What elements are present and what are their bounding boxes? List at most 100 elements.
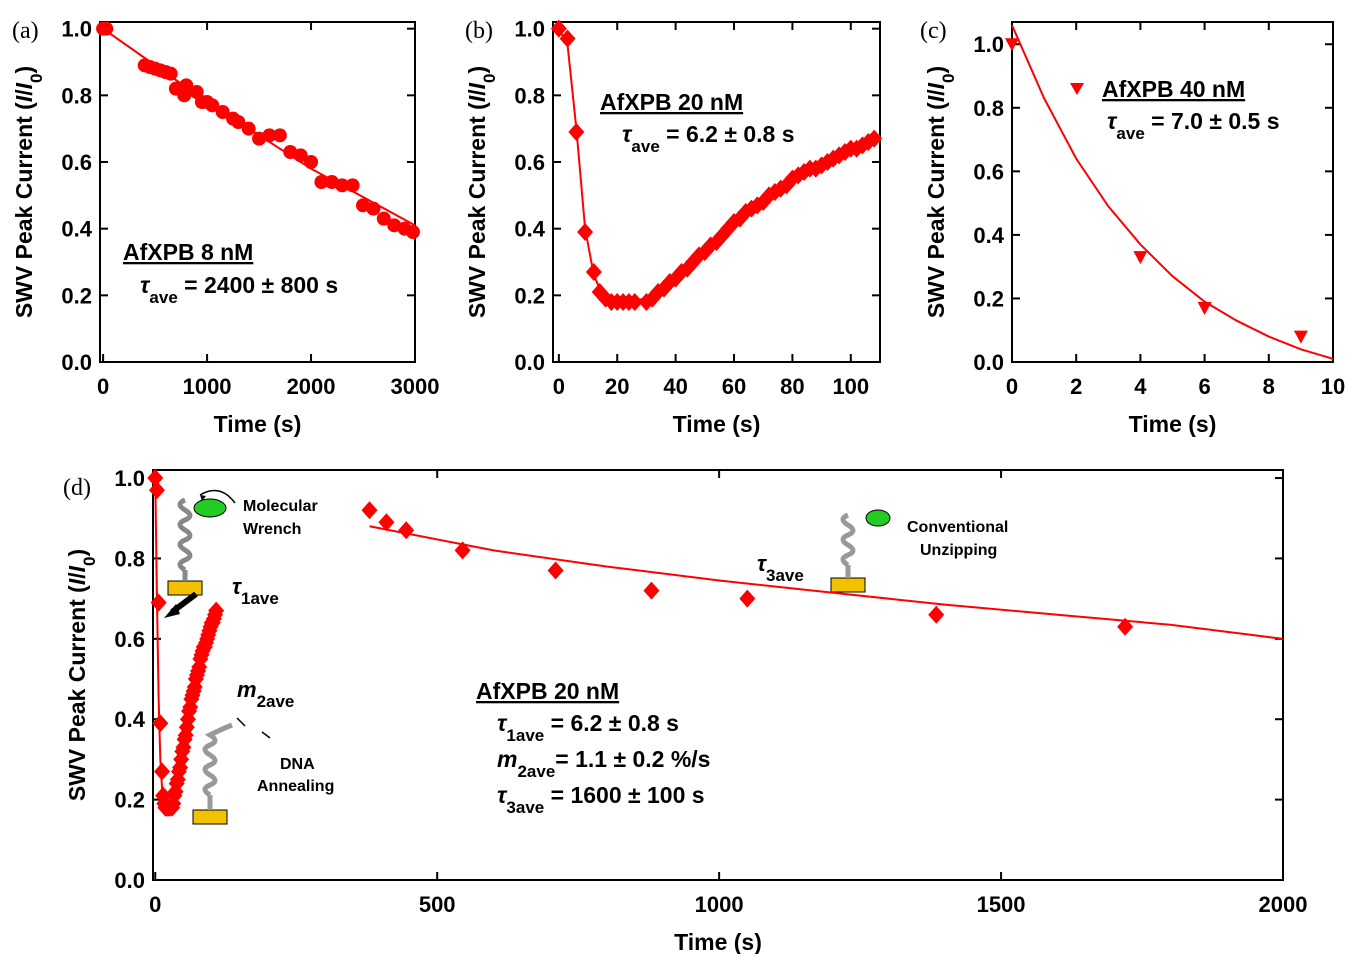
annotation: τave = 6.2 ± 0.8 s: [622, 121, 795, 156]
text-part: SWV Peak Current (: [923, 102, 949, 318]
point: [1117, 617, 1134, 636]
text-part: m: [497, 746, 517, 772]
text-part: = 6.2 ± 0.8 s: [660, 121, 795, 147]
x-tick-label: 8: [1263, 374, 1275, 399]
point: [378, 513, 395, 532]
plot-frame: [152, 469, 1284, 881]
annotation: AfXPB 40 nM: [1102, 76, 1245, 102]
text-part: τ: [140, 272, 151, 298]
text-part: Molecular: [243, 498, 318, 515]
panel-label: (a): [12, 18, 39, 44]
point: [1133, 251, 1148, 265]
y-tick-label: 0.2: [61, 283, 92, 308]
text-part: Unzipping: [920, 542, 997, 559]
y-axis-label: SWV Peak Current (I/I0): [923, 66, 958, 318]
y-tick-label: 0.0: [973, 350, 1004, 375]
arrow-head: [164, 604, 180, 618]
y-tick-label: 1.0: [514, 17, 545, 42]
text-part: 3ave: [766, 566, 804, 585]
point: [152, 714, 169, 733]
fit-line: [1011, 24, 1334, 360]
y-tick-label: 0.4: [514, 217, 545, 242]
y-axis-label: SWV Peak Current (I/I0): [11, 66, 46, 318]
illustration-annealing: [192, 717, 271, 825]
text-part: = 2400 ± 800 s: [178, 272, 338, 298]
x-tick-label: 0: [97, 374, 109, 399]
y-tick-label: 0.0: [514, 350, 545, 375]
panel-label: (b): [465, 18, 493, 44]
text-part: 0: [480, 74, 499, 83]
point: [376, 211, 391, 226]
y-tick-label: 0.8: [114, 546, 145, 571]
text-part: m: [237, 677, 257, 702]
x-axis-label: Time (s): [673, 411, 761, 437]
panel-label: (c): [920, 18, 947, 44]
text-part: τ: [757, 551, 767, 576]
y-tick-label: 0.8: [973, 96, 1004, 121]
point: [559, 29, 576, 48]
point: [163, 66, 178, 81]
plot-frame: [552, 21, 881, 363]
text-part: 3ave: [506, 798, 544, 817]
text-part: = 1.1 ± 0.2 %/s: [555, 746, 710, 772]
y-tick-label: 0.8: [514, 83, 545, 108]
text-part: Conventional: [907, 519, 1008, 536]
point: [398, 521, 415, 540]
text-part: 1ave: [506, 726, 544, 745]
x-tick-label: 100: [832, 374, 869, 399]
plot-frame: [99, 21, 416, 363]
text-part: ave: [1116, 124, 1144, 143]
text-part: SWV Peak Current (: [11, 102, 37, 318]
text-part: /: [64, 572, 90, 579]
text-part: ave: [631, 137, 659, 156]
annotation: AfXPB 20 nM: [600, 89, 743, 115]
text-part: /: [11, 89, 37, 96]
point: [643, 581, 660, 600]
point: [1197, 301, 1212, 315]
annotation: τave = 7.0 ± 0.5 s: [1107, 108, 1280, 143]
annotation: τ1ave: [232, 574, 279, 608]
y-tick-label: 0.6: [114, 627, 145, 652]
text-part: AfXPB 8 nM: [123, 239, 253, 265]
annotation: DNA: [280, 756, 315, 773]
text-part: SWV Peak Current (: [464, 102, 490, 318]
plot-frame: [1011, 21, 1334, 363]
y-axis-label: SWV Peak Current (I/I0): [64, 549, 99, 801]
annotation: Unzipping: [920, 542, 997, 559]
y-tick-label: 1.0: [61, 17, 92, 42]
legend-marker: [1070, 83, 1084, 95]
fit-line: [154, 478, 167, 805]
fit-line: [369, 525, 1284, 640]
y-tick-label: 0.2: [114, 788, 145, 813]
illustration-unzipping: [830, 509, 891, 593]
x-tick-label: 3000: [391, 374, 440, 399]
y-tick-label: 1.0: [973, 32, 1004, 57]
point: [547, 561, 564, 580]
text-part: I: [923, 95, 949, 102]
x-tick-label: 10: [1321, 374, 1345, 399]
x-tick-label: 0: [1006, 374, 1018, 399]
fit-line: [557, 28, 881, 303]
x-tick-label: 40: [663, 374, 687, 399]
y-tick-label: 0.6: [973, 159, 1004, 184]
text-part: 2ave: [517, 762, 555, 781]
text-part: 0: [939, 74, 958, 83]
text-part: 1ave: [241, 589, 279, 608]
annotation: τ3ave: [757, 551, 804, 585]
fit-line: [102, 27, 416, 227]
text-part: ): [464, 66, 490, 74]
text-part: = 7.0 ± 0.5 s: [1145, 108, 1280, 134]
text-part: I: [64, 578, 90, 585]
x-axis-label: Time (s): [214, 411, 302, 437]
point: [304, 155, 319, 169]
point: [148, 481, 165, 500]
text-part: 2ave: [257, 692, 295, 711]
y-axis-label: SWV Peak Current (I/I0): [464, 66, 499, 318]
y-tick-label: 0.4: [61, 217, 92, 242]
annotation: τ3ave = 1600 ± 100 s: [497, 782, 705, 817]
x-tick-label: 1000: [183, 374, 232, 399]
annotation: τave = 2400 ± 800 s: [140, 272, 338, 307]
x-axis-label: Time (s): [674, 929, 762, 954]
text-part: AfXPB 20 nM: [600, 89, 743, 115]
x-tick-label: 80: [780, 374, 804, 399]
